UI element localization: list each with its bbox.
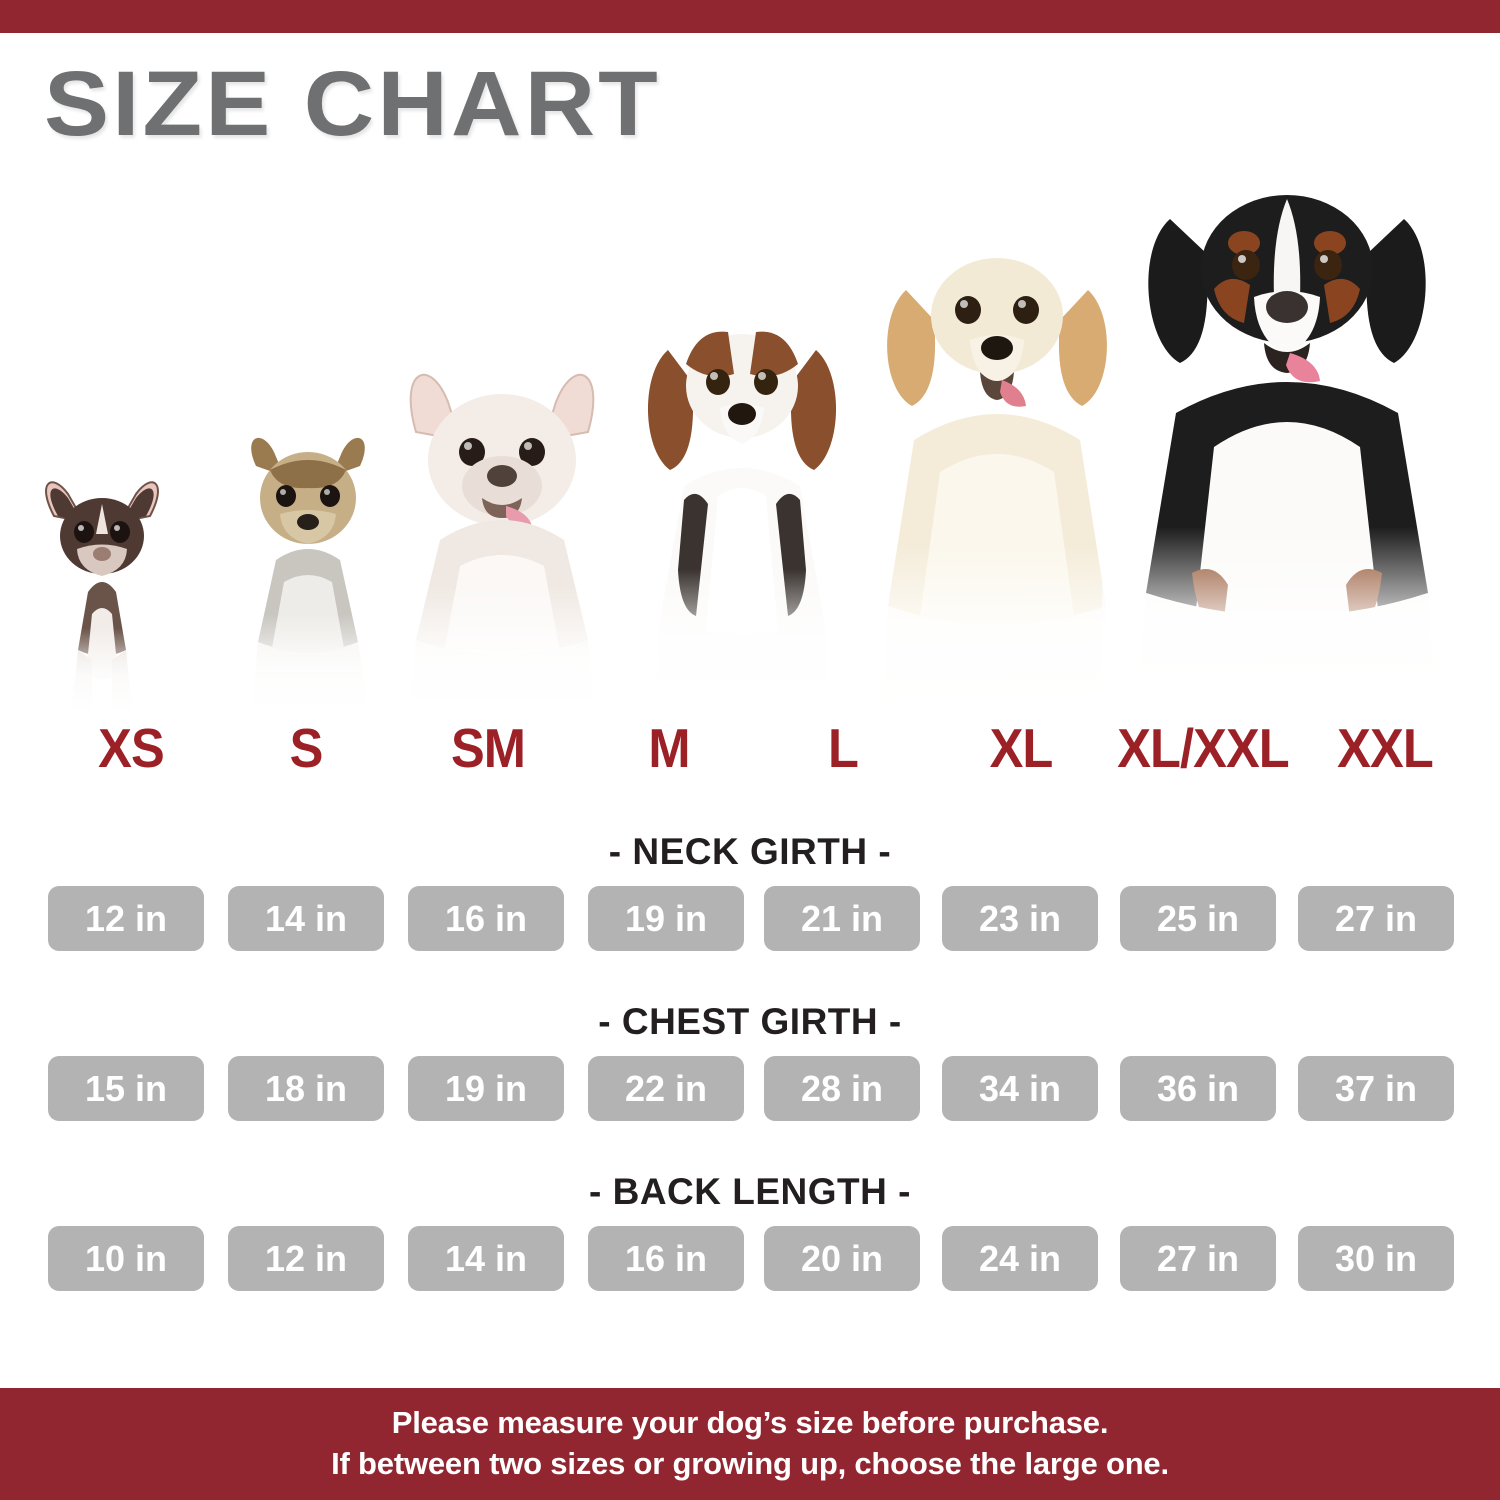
dog-illustration-row bbox=[0, 150, 1500, 713]
value-pill: 14 in bbox=[408, 1226, 564, 1291]
value-pill: 27 in bbox=[1298, 886, 1454, 951]
size-label-s: S bbox=[289, 717, 324, 779]
value-pill: 34 in bbox=[942, 1056, 1098, 1121]
dog-image-yorkshire-terrier bbox=[207, 422, 409, 713]
value-pill: 36 in bbox=[1120, 1056, 1276, 1121]
measurement-section-chest-girth: - CHEST GIRTH - 15 in 18 in 19 in 22 in … bbox=[0, 998, 1500, 1124]
value-pill: 25 in bbox=[1120, 886, 1276, 951]
size-label-xl-xxl: XL/XXL bbox=[1117, 717, 1290, 779]
value-pill: 14 in bbox=[228, 886, 384, 951]
value-pill: 18 in bbox=[228, 1056, 384, 1121]
value-pill: 19 in bbox=[408, 1056, 564, 1121]
value-pill: 16 in bbox=[408, 886, 564, 951]
pill-row-chest-girth: 15 in 18 in 19 in 22 in 28 in 34 in 36 i… bbox=[0, 1056, 1500, 1124]
value-pill: 22 in bbox=[588, 1056, 744, 1121]
value-pill: 27 in bbox=[1120, 1226, 1276, 1291]
dog-image-french-bulldog bbox=[367, 340, 637, 712]
size-label-m: M bbox=[648, 717, 690, 779]
pill-row-neck-girth: 12 in 14 in 16 in 19 in 21 in 23 in 25 i… bbox=[0, 886, 1500, 954]
value-pill: 19 in bbox=[588, 886, 744, 951]
value-pill: 16 in bbox=[588, 1226, 744, 1291]
dog-image-bernese-mountain-dog bbox=[1102, 165, 1472, 712]
section-title-chest-girth: - CHEST GIRTH - bbox=[598, 1001, 902, 1042]
value-pill: 21 in bbox=[764, 886, 920, 951]
page-title: SIZE CHART bbox=[44, 53, 661, 155]
value-pill: 37 in bbox=[1298, 1056, 1454, 1121]
size-label-row: XS S SM M L XL XL/XXL XXL bbox=[0, 712, 1500, 784]
top-accent-bar bbox=[0, 0, 1500, 33]
value-pill: 12 in bbox=[48, 886, 204, 951]
size-label-xs: XS bbox=[98, 717, 165, 779]
section-title-neck-girth: - NECK GIRTH - bbox=[608, 831, 892, 872]
section-title-back-length: - BACK LENGTH - bbox=[589, 1171, 911, 1212]
size-label-xl: XL bbox=[989, 717, 1054, 779]
size-label-xxl: XXL bbox=[1337, 717, 1434, 779]
value-pill: 12 in bbox=[228, 1226, 384, 1291]
dog-image-beagle bbox=[607, 290, 877, 712]
value-pill: 23 in bbox=[942, 886, 1098, 951]
value-pill: 20 in bbox=[764, 1226, 920, 1291]
footer-line-2: If between two sizes or growing up, choo… bbox=[331, 1446, 1169, 1481]
size-label-sm: SM bbox=[450, 717, 526, 779]
footer-note-bar: Please measure your dog’s size before pu… bbox=[0, 1388, 1500, 1500]
size-label-l: L bbox=[827, 717, 859, 779]
value-pill: 15 in bbox=[48, 1056, 204, 1121]
dog-image-golden-retriever bbox=[845, 220, 1149, 712]
measurement-section-neck-girth: - NECK GIRTH - 12 in 14 in 16 in 19 in 2… bbox=[0, 828, 1500, 954]
value-pill: 24 in bbox=[942, 1226, 1098, 1291]
value-pill: 10 in bbox=[48, 1226, 204, 1291]
measurement-section-back-length: - BACK LENGTH - 10 in 12 in 14 in 16 in … bbox=[0, 1168, 1500, 1294]
value-pill: 28 in bbox=[764, 1056, 920, 1121]
pill-row-back-length: 10 in 12 in 14 in 16 in 20 in 24 in 27 i… bbox=[0, 1226, 1500, 1294]
value-pill: 30 in bbox=[1298, 1226, 1454, 1291]
footer-line-1: Please measure your dog’s size before pu… bbox=[391, 1405, 1109, 1441]
dog-image-chihuahua bbox=[12, 464, 192, 712]
